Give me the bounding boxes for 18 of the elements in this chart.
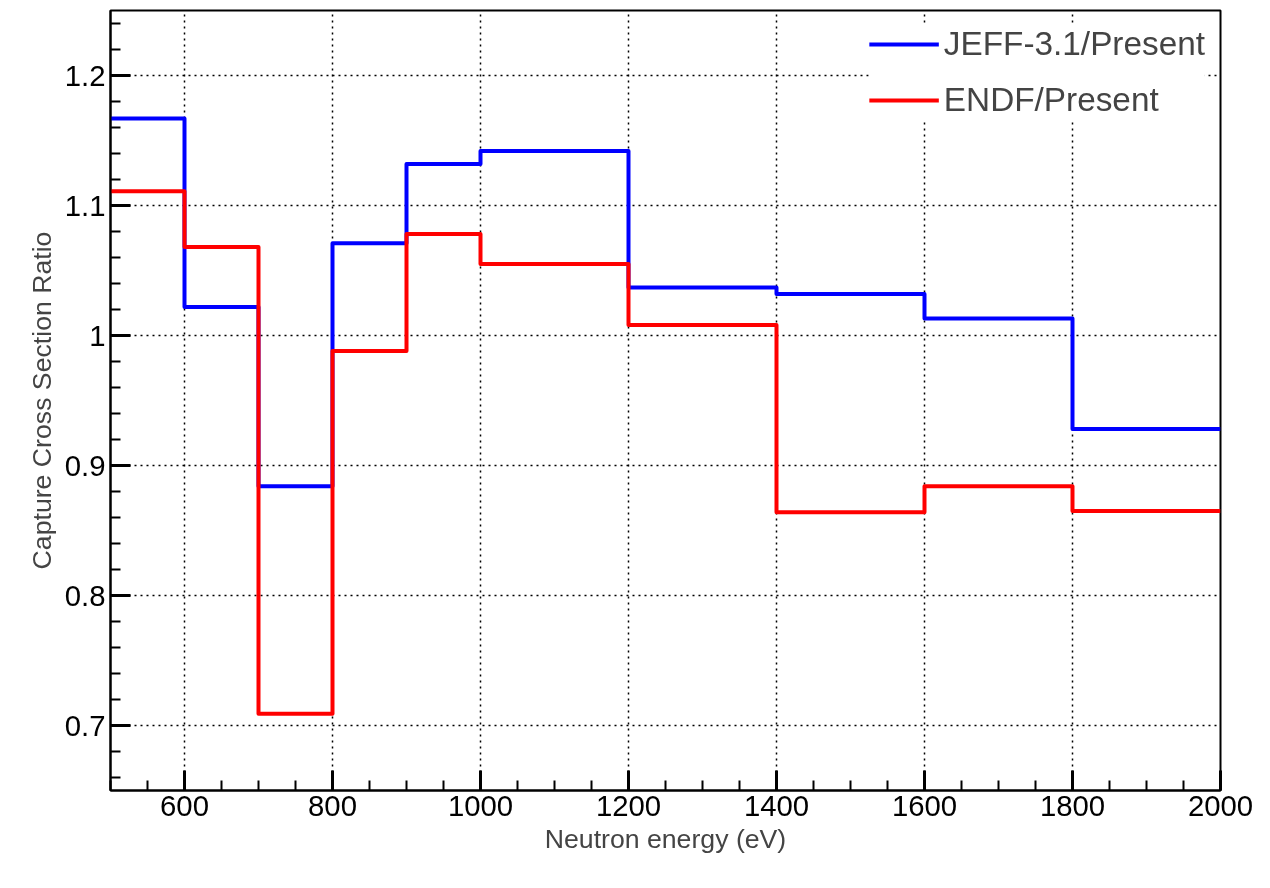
y-tick-label: 1 [89, 318, 106, 352]
y-tick-label: 0.7 [64, 708, 106, 742]
y-tick-label: 0.9 [64, 448, 106, 482]
y-axis-title: Capture Cross Section Ratio [26, 231, 57, 570]
y-tick-label: 0.8 [64, 578, 106, 612]
x-tick-label: 1200 [595, 788, 662, 822]
y-tick-label: 1.1 [64, 188, 106, 222]
x-tick-label: 1400 [743, 788, 810, 822]
x-tick-label: 800 [308, 788, 357, 822]
x-tick-label: 2000 [1187, 788, 1254, 822]
x-axis-title: Neutron energy (eV) [544, 823, 787, 854]
x-tick-label: 1000 [447, 788, 514, 822]
legend-label: JEFF-3.1/Present [943, 25, 1205, 63]
x-tick-label: 1800 [1039, 788, 1106, 822]
x-tick-label: 1600 [891, 788, 958, 822]
legend-label: ENDF/Present [943, 81, 1159, 119]
x-tick-label: 600 [160, 788, 209, 822]
y-tick-label: 1.2 [64, 58, 106, 92]
